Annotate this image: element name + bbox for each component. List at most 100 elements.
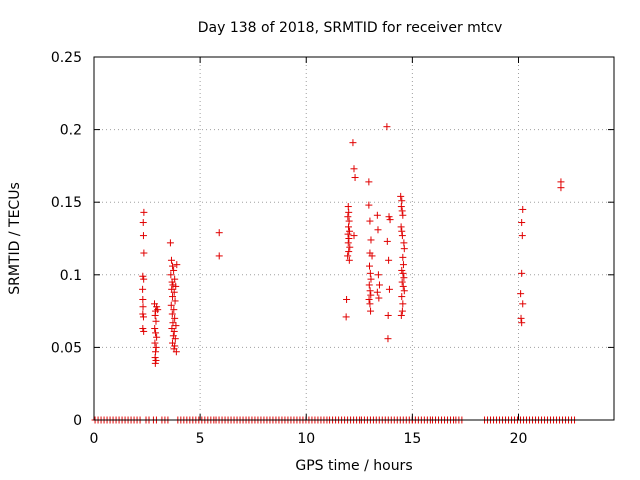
data-point <box>517 290 525 298</box>
data-point <box>367 307 375 315</box>
data-point <box>367 236 375 244</box>
data-point <box>366 217 374 225</box>
y-tick-label: 0.25 <box>51 50 82 66</box>
data-point <box>172 282 180 290</box>
data-point <box>151 325 159 333</box>
data-point <box>399 253 407 261</box>
data-point <box>365 295 373 303</box>
data-points <box>139 123 565 367</box>
y-tick-label: 0.15 <box>51 195 82 211</box>
data-point <box>169 262 177 270</box>
data-point <box>366 287 374 295</box>
data-point <box>365 281 373 289</box>
data-point <box>345 256 353 264</box>
data-point <box>140 249 148 257</box>
data-point <box>154 306 162 314</box>
data-point <box>374 226 382 234</box>
data-point <box>152 343 160 351</box>
data-point <box>375 294 383 302</box>
data-point <box>172 322 180 330</box>
data-point <box>344 252 352 260</box>
x-tick-label: 5 <box>196 431 205 447</box>
data-point <box>167 301 175 309</box>
data-point <box>384 335 392 343</box>
data-point <box>398 278 406 286</box>
y-tick-label: 0.1 <box>60 268 82 284</box>
data-point <box>398 232 406 240</box>
data-point <box>400 287 408 295</box>
data-point <box>139 272 147 280</box>
data-point <box>343 295 351 303</box>
data-point <box>139 310 147 318</box>
data-point <box>139 313 147 321</box>
data-point <box>170 327 178 335</box>
data-point <box>170 306 178 314</box>
data-point <box>350 232 358 240</box>
data-point <box>171 335 179 343</box>
data-point <box>346 243 354 251</box>
data-point <box>398 207 406 215</box>
x-tick-label: 15 <box>403 431 421 447</box>
data-point <box>345 235 353 242</box>
data-point <box>385 256 393 264</box>
data-point <box>517 314 525 322</box>
data-point <box>399 269 407 277</box>
x-tick-label: 0 <box>90 431 99 447</box>
y-axis-title: SRMTID / TECUs <box>7 182 23 295</box>
y-tick-labels: 0 0.05 0.1 0.15 0.2 0.25 <box>51 50 82 429</box>
data-point <box>349 139 357 147</box>
data-point <box>153 303 161 311</box>
data-point <box>398 307 406 315</box>
data-point <box>383 123 391 131</box>
data-point <box>344 223 352 231</box>
data-point <box>365 178 373 186</box>
data-point <box>152 317 160 325</box>
data-point <box>151 359 159 367</box>
chart-title: Day 138 of 2018, SRMTID for receiver mtc… <box>198 20 503 36</box>
x-tick-labels: 0 5 10 15 20 <box>90 431 528 447</box>
data-point <box>167 271 175 279</box>
data-point <box>518 319 526 327</box>
data-point <box>169 293 177 301</box>
data-point <box>139 285 147 293</box>
data-point <box>139 325 147 333</box>
data-point <box>397 223 405 231</box>
data-point <box>152 329 160 337</box>
data-point <box>368 252 376 260</box>
data-point <box>365 262 373 270</box>
data-point <box>367 275 375 283</box>
data-point <box>400 245 408 253</box>
x-axis-title: GPS time / hours <box>295 458 412 474</box>
data-point <box>366 300 374 308</box>
data-point <box>344 239 352 247</box>
data-point <box>345 208 353 216</box>
data-point <box>366 269 374 277</box>
data-point <box>398 266 406 274</box>
data-point <box>171 342 179 350</box>
data-point <box>397 203 405 211</box>
data-point <box>344 213 352 221</box>
data-point <box>173 261 181 269</box>
data-point <box>215 252 223 260</box>
data-point <box>397 311 405 319</box>
data-point <box>383 237 391 245</box>
data-point <box>342 313 350 321</box>
data-point <box>153 333 161 341</box>
data-point <box>171 297 179 305</box>
data-point <box>172 348 180 356</box>
data-point <box>170 266 178 274</box>
data-point <box>399 261 407 269</box>
data-point <box>385 285 393 293</box>
data-point <box>170 288 178 296</box>
data-point <box>351 174 359 182</box>
data-point <box>139 295 147 303</box>
axis-ticks <box>93 56 614 421</box>
grid <box>94 57 614 420</box>
y-tick-label: 0 <box>73 413 82 429</box>
data-point <box>345 248 353 256</box>
data-point <box>215 229 223 237</box>
data-point <box>168 310 176 318</box>
data-point <box>151 311 159 319</box>
y-tick-label: 0.05 <box>51 340 82 356</box>
data-point <box>386 216 394 224</box>
